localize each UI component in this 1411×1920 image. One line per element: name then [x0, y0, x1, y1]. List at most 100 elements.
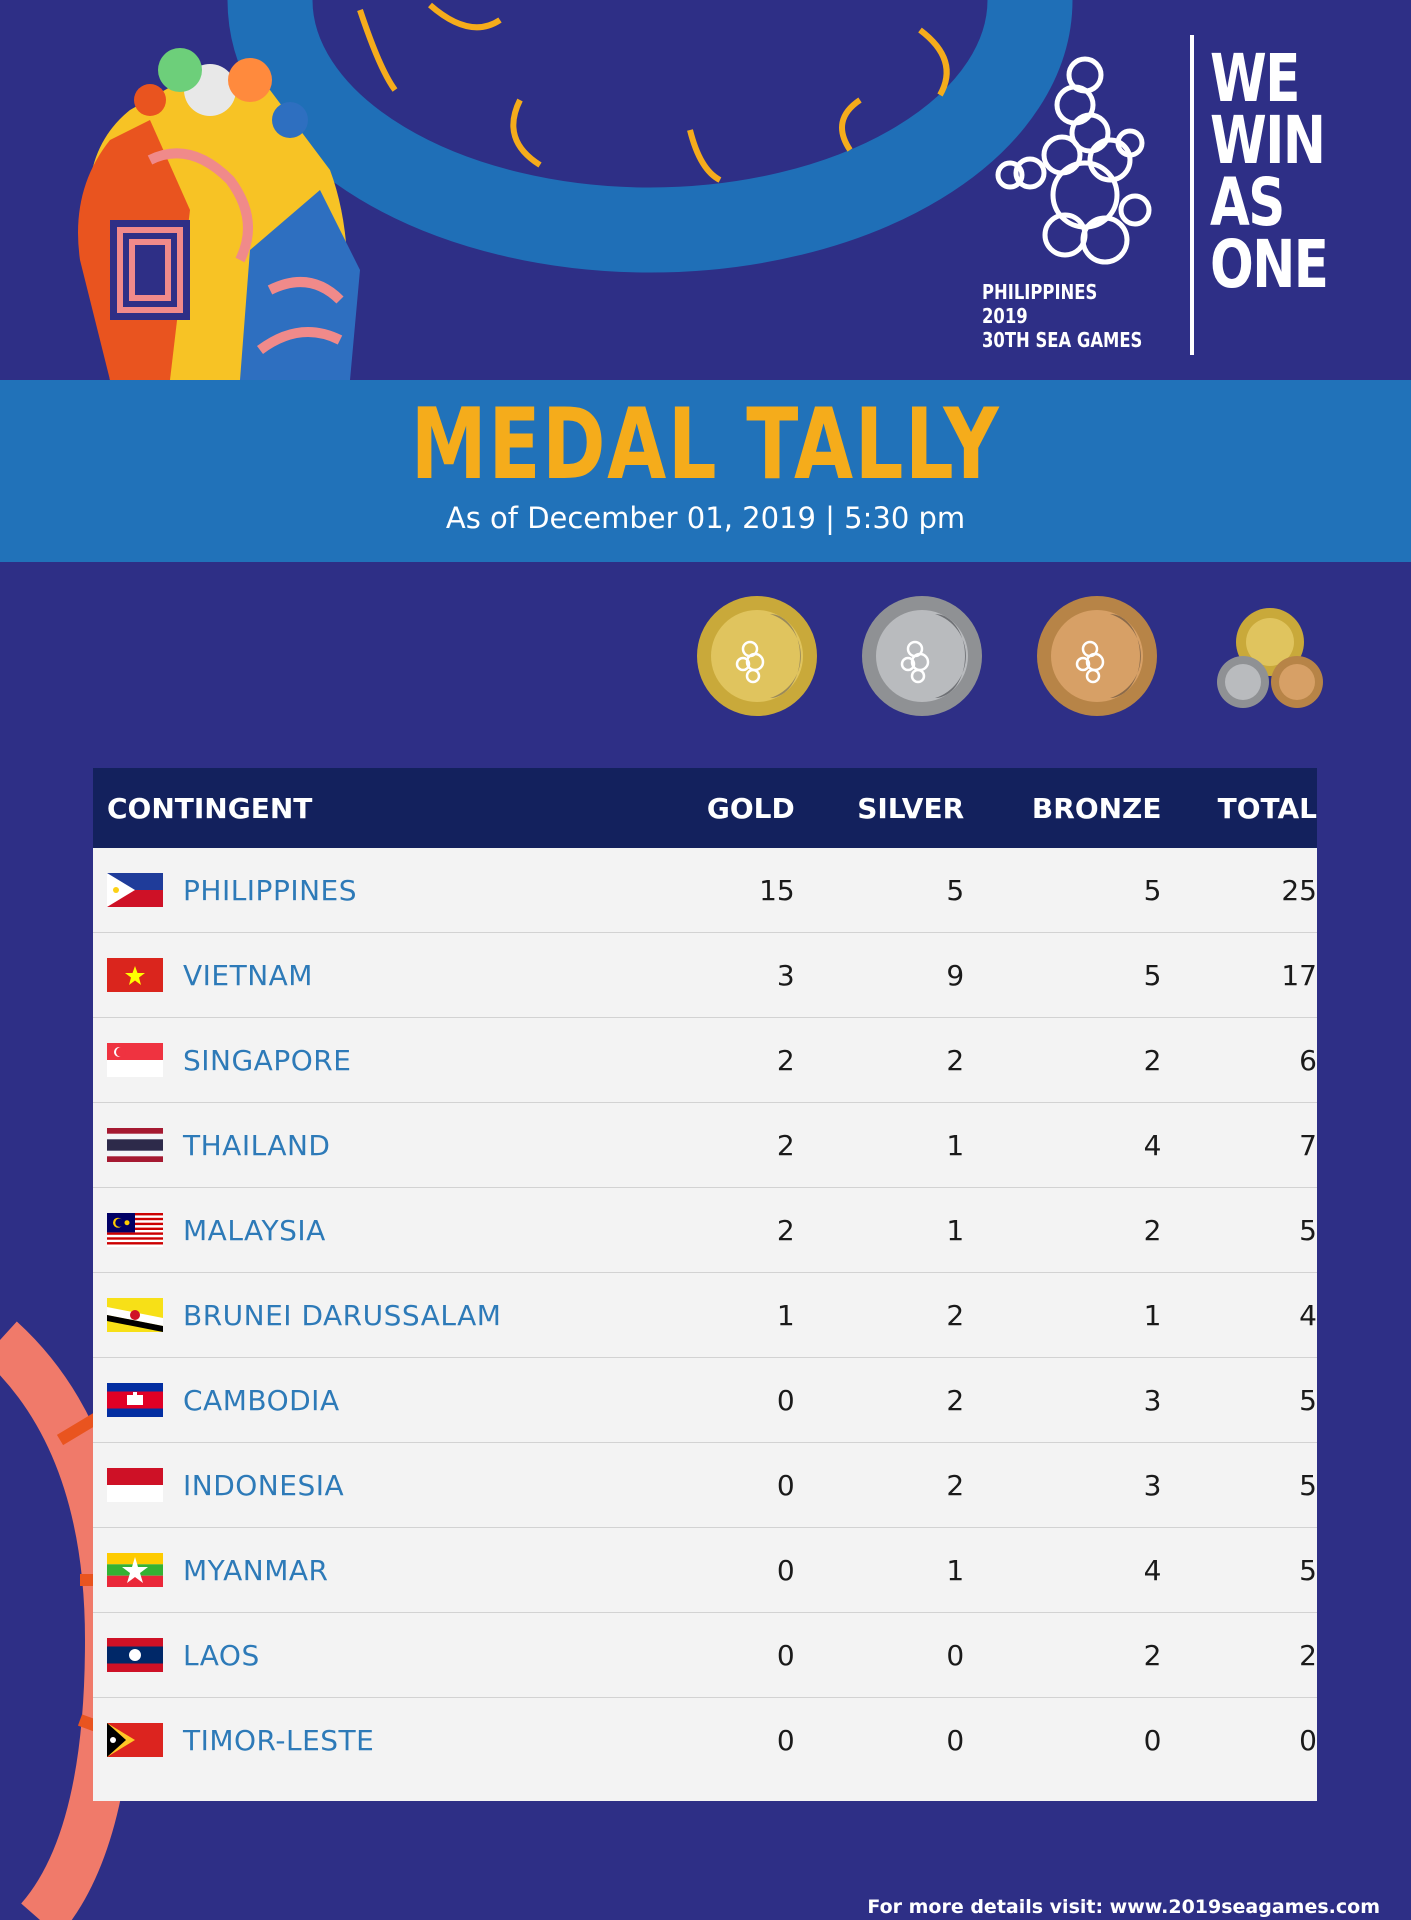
bronze-count: 0: [1143, 1723, 1162, 1757]
slogan-word: ONE: [1210, 226, 1329, 303]
total-medals-icon: [1217, 608, 1323, 708]
table-row: THAILAND 2 1 4 7: [93, 1103, 1317, 1188]
table-row: LAOS 0 0 2 2: [93, 1613, 1317, 1698]
logo-line-1: PHILIPPINES 2019: [982, 280, 1098, 328]
flag-laos-icon: [107, 1638, 163, 1672]
total-count: 2: [1299, 1638, 1317, 1672]
table-row: CAMBODIA 0 2 3 5: [93, 1358, 1317, 1443]
gold-count: 0: [776, 1383, 795, 1417]
bronze-medal-icon: [1037, 596, 1157, 716]
sea-games-logo-text: PHILIPPINES 2019 30TH SEA GAMES: [982, 280, 1146, 352]
total-count: 7: [1299, 1128, 1317, 1162]
total-count: 6: [1299, 1043, 1317, 1077]
country-name: MYANMAR: [183, 1553, 329, 1587]
header-gold: GOLD: [706, 791, 795, 825]
bronze-count: 4: [1143, 1553, 1162, 1587]
silver-count: 2: [946, 1468, 965, 1502]
gold-count: 0: [776, 1468, 795, 1502]
gold-count: 0: [776, 1553, 795, 1587]
flag-timor-leste-icon: [107, 1723, 163, 1757]
bronze-count: 2: [1143, 1638, 1162, 1672]
silver-count: 0: [946, 1638, 965, 1672]
silver-count: 1: [946, 1213, 965, 1247]
country-name: CAMBODIA: [183, 1383, 340, 1417]
sea-games-logo-icon: [995, 56, 1152, 265]
flag-philippines-icon: [107, 873, 163, 907]
flag-brunei-icon: [107, 1298, 163, 1332]
silver-count: 9: [946, 958, 965, 992]
table-row: VIETNAM 3 9 5 17: [93, 933, 1317, 1018]
flag-myanmar-icon: [107, 1553, 163, 1587]
gold-count: 15: [759, 873, 795, 907]
bronze-count: 3: [1143, 1383, 1162, 1417]
page-subtitle: As of December 01, 2019 | 5:30 pm: [445, 501, 966, 535]
bronze-count: 4: [1143, 1128, 1162, 1162]
bronze-count: 1: [1143, 1298, 1162, 1332]
gold-count: 3: [776, 958, 795, 992]
flag-indonesia-icon: [107, 1468, 163, 1502]
country-name: THAILAND: [183, 1128, 331, 1162]
silver-count: 2: [946, 1383, 965, 1417]
logo-divider: [1190, 35, 1194, 355]
silver-count: 1: [946, 1553, 965, 1587]
flag-malaysia-icon: [107, 1213, 163, 1247]
slogan-word: WIN: [1210, 102, 1326, 179]
gold-count: 0: [776, 1638, 795, 1672]
country-name: BRUNEI DARUSSALAM: [183, 1298, 502, 1332]
country-name: TIMOR-LESTE: [183, 1723, 375, 1757]
flag-cambodia-icon: [107, 1383, 163, 1417]
slogan: WE WIN AS ONE: [1210, 40, 1350, 303]
table-row: BRUNEI DARUSSALAM 1 2 1 4: [93, 1273, 1317, 1358]
table-row: MALAYSIA 2 1 2 5: [93, 1188, 1317, 1273]
slogan-word: WE: [1210, 40, 1300, 117]
silver-count: 2: [946, 1043, 965, 1077]
gold-count: 2: [776, 1213, 795, 1247]
country-name: SINGAPORE: [183, 1043, 352, 1077]
page-title: MEDAL TALLY: [410, 388, 1001, 502]
country-name: PHILIPPINES: [183, 873, 357, 907]
total-count: 25: [1281, 873, 1317, 907]
total-count: 5: [1299, 1553, 1317, 1587]
title-banner: [0, 380, 1411, 562]
silver-medal-icon: [862, 596, 982, 716]
medal-table: CONTINGENT GOLD SILVER BRONZE TOTAL PHIL…: [93, 768, 1317, 1801]
header-silver: SILVER: [857, 791, 965, 825]
silver-count: 2: [946, 1298, 965, 1332]
silver-count: 0: [946, 1723, 965, 1757]
country-name: VIETNAM: [183, 958, 313, 992]
slogan-word: AS: [1210, 164, 1285, 241]
table-row: PHILIPPINES 15 5 5 25: [93, 848, 1317, 933]
bronze-count: 5: [1143, 958, 1162, 992]
logo-line-2: 30TH SEA GAMES: [982, 328, 1143, 352]
gold-count: 1: [776, 1298, 795, 1332]
table-header: CONTINGENT GOLD SILVER BRONZE TOTAL: [93, 768, 1317, 848]
decorative-ring-top: [227, 0, 1073, 273]
gold-count: 2: [776, 1043, 795, 1077]
header-contingent: CONTINGENT: [107, 791, 313, 825]
gold-count: 2: [776, 1128, 795, 1162]
table-row: MYANMAR 0 1 4 5: [93, 1528, 1317, 1613]
bronze-count: 5: [1143, 873, 1162, 907]
footer-link-text: For more details visit: www.2019seagames…: [867, 1896, 1380, 1918]
total-count: 4: [1299, 1298, 1317, 1332]
country-name: LAOS: [183, 1638, 260, 1672]
flag-thailand-icon: [107, 1128, 163, 1162]
table-row: INDONESIA 0 2 3 5: [93, 1443, 1317, 1528]
total-count: 5: [1299, 1213, 1317, 1247]
silver-count: 5: [946, 873, 965, 907]
header-bronze: BRONZE: [1031, 791, 1162, 825]
country-name: MALAYSIA: [183, 1213, 326, 1247]
gold-medal-icon: [697, 596, 817, 716]
silver-count: 1: [946, 1128, 965, 1162]
flag-singapore-icon: [107, 1043, 163, 1077]
table-row: SINGAPORE 2 2 2 6: [93, 1018, 1317, 1103]
bronze-count: 2: [1143, 1043, 1162, 1077]
header-total: TOTAL: [1217, 791, 1317, 825]
bronze-count: 2: [1143, 1213, 1162, 1247]
table-row: TIMOR-LESTE 0 0 0 0: [93, 1698, 1317, 1782]
gold-count: 0: [776, 1723, 795, 1757]
total-count: 17: [1281, 958, 1317, 992]
total-count: 0: [1299, 1723, 1317, 1757]
country-name: INDONESIA: [183, 1468, 345, 1502]
total-count: 5: [1299, 1383, 1317, 1417]
